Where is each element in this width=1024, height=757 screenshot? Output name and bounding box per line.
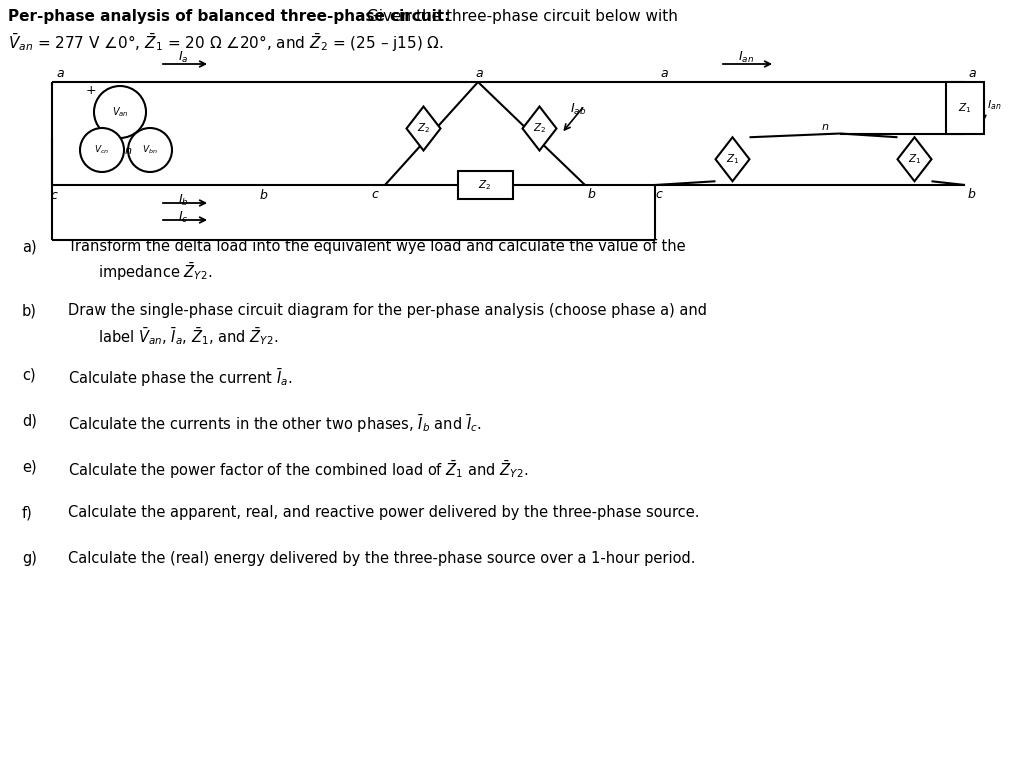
Text: $Z_2$: $Z_2$ (417, 122, 430, 136)
Text: Calculate the apparent, real, and reactive power delivered by the three-phase so: Calculate the apparent, real, and reacti… (68, 505, 699, 520)
Text: $I_{an}$: $I_{an}$ (738, 50, 754, 65)
Text: Calculate phase the current $\bar{I}_a$.: Calculate phase the current $\bar{I}_a$. (68, 367, 293, 389)
Text: Calculate the power factor of the combined load of $\bar{Z}_1$ and $\bar{Z}_{Y2}: Calculate the power factor of the combin… (68, 459, 528, 481)
Text: e): e) (22, 459, 37, 474)
Text: n: n (125, 146, 132, 156)
Polygon shape (897, 137, 932, 181)
Text: b: b (260, 189, 268, 202)
Text: +: + (86, 84, 96, 97)
Text: a: a (660, 67, 668, 80)
Text: b: b (588, 188, 596, 201)
Text: $I_{ab}$: $I_{ab}$ (569, 101, 586, 117)
Text: $\bar{V}_{an}$ = 277 V $\angle$0°, $\bar{Z}_1$ = 20 Ω $\angle$20°, and $\bar{Z}_: $\bar{V}_{an}$ = 277 V $\angle$0°, $\bar… (8, 32, 443, 55)
Text: Draw the single-phase circuit diagram for the per-phase analysis (choose phase a: Draw the single-phase circuit diagram fo… (68, 303, 707, 318)
Polygon shape (522, 107, 556, 151)
Text: $Z_2$: $Z_2$ (478, 178, 492, 192)
Text: $I_{an}$: $I_{an}$ (987, 98, 1001, 111)
Text: $Z_2$: $Z_2$ (532, 122, 546, 136)
Text: Given the three-phase circuit below with: Given the three-phase circuit below with (362, 9, 678, 24)
Text: impedance $\bar{Z}_{Y2}$.: impedance $\bar{Z}_{Y2}$. (98, 261, 212, 283)
Polygon shape (407, 107, 440, 151)
Text: Per-phase analysis of balanced three-phase circuit:: Per-phase analysis of balanced three-pha… (8, 9, 451, 24)
Text: $Z_1$: $Z_1$ (958, 101, 972, 114)
Text: $Z_1$: $Z_1$ (726, 152, 739, 166)
Text: Calculate the (real) energy delivered by the three-phase source over a 1-hour pe: Calculate the (real) energy delivered by… (68, 551, 695, 566)
Text: c: c (655, 188, 662, 201)
Circle shape (128, 128, 172, 172)
Text: a: a (968, 67, 976, 80)
Bar (458, 171, 512, 199)
Text: n: n (822, 122, 829, 132)
Text: $I_b$: $I_b$ (178, 193, 188, 208)
Bar (946, 82, 984, 134)
Text: b: b (968, 188, 976, 201)
Text: a: a (475, 67, 482, 80)
Text: Transform the delta load into the equivalent wye load and calculate the value of: Transform the delta load into the equiva… (68, 239, 686, 254)
Text: f): f) (22, 505, 33, 520)
Text: c: c (371, 188, 378, 201)
Polygon shape (716, 137, 750, 181)
Text: a): a) (22, 239, 37, 254)
Text: b): b) (22, 303, 37, 318)
Circle shape (80, 128, 124, 172)
Text: $Z_1$: $Z_1$ (908, 152, 922, 166)
Text: $V_{cn}$: $V_{cn}$ (94, 144, 110, 156)
Text: a: a (56, 67, 63, 80)
Text: $I_c$: $I_c$ (178, 210, 188, 225)
Text: c): c) (22, 367, 36, 382)
Text: $I_a$: $I_a$ (178, 50, 188, 65)
Text: $V_{bn}$: $V_{bn}$ (142, 144, 158, 156)
Text: $V_{an}$: $V_{an}$ (112, 105, 128, 119)
Text: d): d) (22, 413, 37, 428)
Text: g): g) (22, 551, 37, 566)
Circle shape (94, 86, 146, 138)
Text: Calculate the currents in the other two phases, $\bar{I}_b$ and $\bar{I}_c$.: Calculate the currents in the other two … (68, 413, 481, 435)
Text: label $\bar{V}_{an}$, $\bar{I}_a$, $\bar{Z}_1$, and $\bar{Z}_{Y2}$.: label $\bar{V}_{an}$, $\bar{I}_a$, $\bar… (98, 325, 279, 347)
Text: c: c (50, 189, 57, 202)
